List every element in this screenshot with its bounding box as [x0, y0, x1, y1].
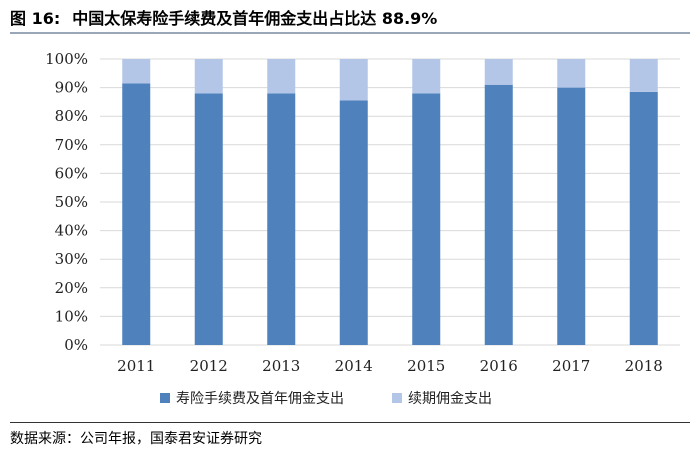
stacked-bar-chart: 0% 10% 20% 30% 40% 50% 60% 70% 80% 90% 100% 2011 201…: [45, 50, 680, 407]
bar-first-year-commission: [267, 93, 296, 345]
bar-renewal-commission: [557, 59, 586, 88]
legend-swatch-first-year: [160, 393, 170, 403]
bar-renewal-commission: [484, 59, 513, 85]
bar-first-year-commission: [122, 83, 151, 345]
y-tick-label: 60%: [55, 164, 88, 182]
x-tick-label: 2013: [262, 357, 300, 375]
bar-renewal-commission: [629, 59, 658, 92]
y-tick-label: 30%: [55, 250, 88, 268]
y-tick-label: 90%: [55, 79, 88, 97]
bar-renewal-commission: [339, 59, 368, 101]
legend-swatch-renewal: [392, 393, 402, 403]
y-tick-label: 100%: [45, 50, 88, 68]
legend-label-renewal: 续期佣金支出: [408, 390, 492, 407]
bar-first-year-commission: [629, 91, 658, 345]
bar-first-year-commission: [484, 84, 513, 346]
figure-number: 图 16:: [10, 9, 61, 28]
bar-first-year-commission: [339, 100, 368, 345]
x-tick-label: 2011: [117, 357, 155, 375]
y-tick-label: 0%: [64, 336, 88, 354]
source-divider: [10, 422, 690, 423]
bar-renewal-commission: [412, 59, 441, 94]
y-tick-label: 40%: [55, 222, 88, 240]
x-tick-label: 2012: [190, 357, 228, 375]
source-note: 数据来源：公司年报，国泰君安证券研究: [10, 431, 262, 447]
y-tick-label: 50%: [55, 193, 88, 211]
x-tick-label: 2017: [552, 357, 590, 375]
y-tick-label: 20%: [55, 279, 88, 297]
bar-renewal-commission: [122, 59, 151, 84]
y-tick-label: 80%: [55, 107, 88, 125]
bar-first-year-commission: [194, 93, 223, 345]
x-tick-label: 2016: [480, 357, 518, 375]
bar-renewal-commission: [194, 59, 223, 94]
legend-label-first-year: 寿险手续费及首年佣金支出: [176, 390, 344, 407]
y-tick-label: 10%: [55, 307, 88, 325]
y-tick-label: 70%: [55, 136, 88, 154]
bar-renewal-commission: [267, 59, 296, 94]
figure-title: 图 16: 中国太保寿险手续费及首年佣金支出占比达 88.9%: [10, 6, 690, 32]
x-tick-label: 2014: [335, 357, 373, 375]
x-tick-label: 2015: [407, 357, 445, 375]
chart-title: 中国太保寿险手续费及首年佣金支出占比达 88.9%: [72, 9, 438, 28]
x-tick-label: 2018: [625, 357, 663, 375]
bar-first-year-commission: [412, 93, 441, 345]
bar-first-year-commission: [557, 87, 586, 345]
title-divider: [10, 32, 690, 34]
